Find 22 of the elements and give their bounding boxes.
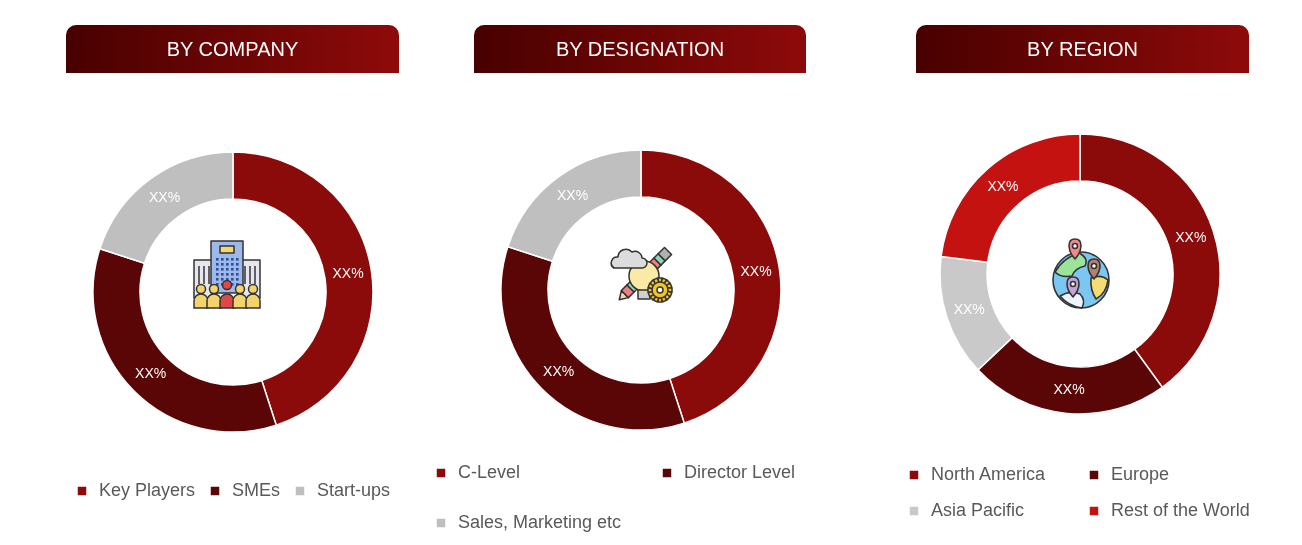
- data-label: XX%: [987, 177, 1019, 194]
- legend-label: Start-ups: [317, 480, 391, 500]
- legend-label: Europe: [1111, 464, 1170, 484]
- data-label: XX%: [1175, 229, 1207, 245]
- legend-label: Asia Pacific: [931, 500, 1025, 520]
- legend-label: C-Level: [458, 462, 521, 482]
- chart-title: BY COMPANY: [166, 37, 299, 61]
- legend-label: Key Players: [99, 480, 196, 500]
- data-label: XX%: [148, 188, 181, 205]
- data-label: XX%: [556, 186, 589, 203]
- data-label: XX%: [135, 365, 167, 382]
- chart-title: BY DESIGNATION: [555, 37, 725, 61]
- data-label: XX%: [1053, 380, 1085, 397]
- legend-label: Rest of the World: [1111, 500, 1250, 520]
- legend-label: North America: [931, 464, 1047, 484]
- data-label: XX%: [740, 262, 772, 279]
- legend-label: Sales, Marketing etc: [458, 512, 622, 532]
- legend-label: Director Level: [684, 462, 796, 482]
- chart-title: BY REGION: [1027, 37, 1138, 61]
- legend-label: SMEs: [232, 480, 281, 500]
- data-label: XX%: [332, 264, 364, 281]
- data-label: XX%: [543, 363, 575, 380]
